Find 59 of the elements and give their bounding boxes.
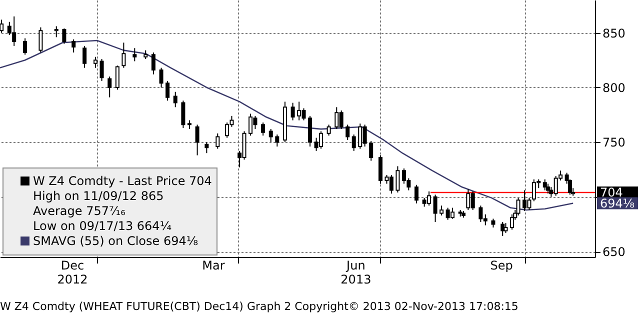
y-tick-label: 650 [602,245,626,260]
candlestick [248,113,253,136]
candlestick [275,134,280,148]
candlestick [94,56,98,68]
candlestick [290,102,295,121]
annotation: High on 11/09/12 865 [33,189,164,203]
candlestick [100,58,104,82]
candlestick [159,67,164,88]
candlestick [433,194,438,223]
y-tick-label: 750 [602,136,626,150]
candlestick [151,52,156,75]
y-tick-label: 850 [602,26,626,40]
candlestick [389,174,394,194]
candlestick [261,122,266,136]
candlestick [326,124,331,136]
candlestick [268,128,273,143]
legend-label: W Z4 Comdty - Last Price 704 [33,174,212,188]
candlestick [72,38,76,53]
candlestick [225,122,230,138]
candlestick [216,132,220,150]
candlestick [440,205,444,216]
candlestick [181,100,186,128]
candlestick [352,134,356,152]
candlestick [346,124,350,140]
candlestick [522,190,527,212]
candlestick [132,48,137,62]
legend-label: SMAVG (55) on Close 694⅛ [33,234,198,248]
candlestick [195,124,200,156]
candlestick [115,65,120,90]
candlestick [504,222,508,234]
candlestick [542,178,547,191]
candlestick [122,42,126,68]
candlestick [173,91,178,108]
x-tick-label: Jun 2013 [340,258,372,286]
candlestick [378,154,382,184]
candlestick [54,26,58,38]
candlestick [318,130,323,150]
candlestick [108,76,112,98]
candlestick [62,28,66,44]
candlestick [38,26,43,53]
annotation: Average 757⁷⁄₁₆ [33,204,126,218]
candlestick [23,38,28,56]
candlestick [369,140,374,162]
candlestick [204,142,209,154]
x-tick-label: Mar [202,258,225,272]
candlestick [516,197,520,216]
x-tick-label: Dec 2012 [57,258,88,286]
text: W Z4 Comdty (WHEAT FUTURE(CBT) Dec14) Graph 2 Copyright© 2013 02-Nov-2013 17:08:15 [0,300,518,313]
candlestick [166,80,170,102]
candlestick [510,214,514,230]
candlestick [414,184,418,204]
candlestick [500,222,505,236]
text: 694⅛ [600,196,635,210]
candlestick [82,45,87,68]
candlestick [396,166,400,193]
candlestick [546,183,550,194]
annotation: Low on 09/17/13 664¼ [33,219,172,233]
y-tick-label: 800 [602,80,626,95]
x-tick-label: Sep [490,258,513,272]
